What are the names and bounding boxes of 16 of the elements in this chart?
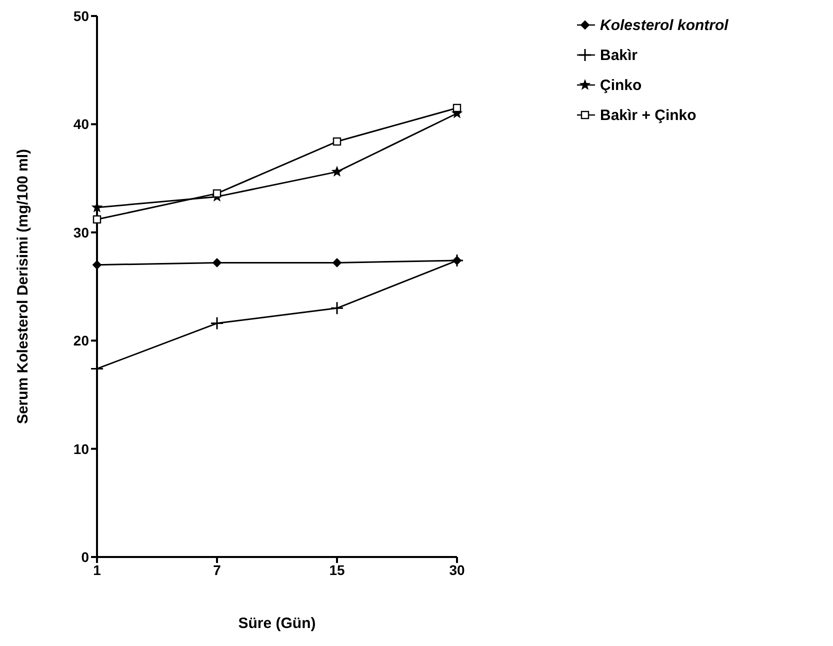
legend-label: Bakìr bbox=[600, 46, 638, 64]
legend-label: Çinko bbox=[600, 76, 642, 94]
y-tick-label: 10 bbox=[73, 440, 90, 457]
x-tick-label: 7 bbox=[213, 562, 222, 578]
legend-label: Kolesterol kontrol bbox=[600, 16, 728, 34]
y-tick-label: 40 bbox=[73, 116, 90, 132]
x-tick-label: 30 bbox=[449, 562, 465, 578]
y-tick-label: 20 bbox=[73, 332, 90, 349]
x-tick-label: 1 bbox=[93, 562, 102, 578]
y-tick-label: 0 bbox=[81, 548, 90, 565]
y-axis-title: Serum Kolesterol Derisimi (mg/100 ml) bbox=[14, 148, 32, 424]
x-axis-title: Süre (Gün) bbox=[238, 615, 316, 632]
x-tick-label: 15 bbox=[329, 562, 345, 578]
y-tick-label: 30 bbox=[73, 224, 90, 240]
y-tick-label: 50 bbox=[73, 8, 90, 24]
legend-label: Bakìr + Çinko bbox=[600, 106, 696, 124]
